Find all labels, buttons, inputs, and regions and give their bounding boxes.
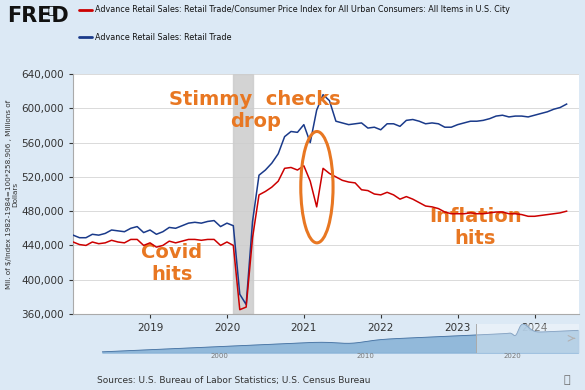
Text: Inflation
hits: Inflation hits <box>429 207 522 248</box>
Text: Stimmy  checks
drop: Stimmy checks drop <box>170 90 341 131</box>
Bar <box>476 324 579 353</box>
Text: Advance Retail Sales: Retail Trade: Advance Retail Sales: Retail Trade <box>95 33 231 42</box>
Text: FRED: FRED <box>7 6 69 27</box>
Bar <box>233 74 253 314</box>
Text: ⛶: ⛶ <box>564 375 570 385</box>
Text: Sources: U.S. Bureau of Labor Statistics; U.S. Census Bureau: Sources: U.S. Bureau of Labor Statistics… <box>97 376 371 385</box>
Text: Advance Retail Sales: Retail Trade/Consumer Price Index for All Urban Consumers:: Advance Retail Sales: Retail Trade/Consu… <box>95 5 510 14</box>
Text: 📈: 📈 <box>48 6 54 16</box>
Text: 2020: 2020 <box>503 353 521 359</box>
Y-axis label: Mil. of $/Index 1982-1984=100*258.906 , Millions of
Dollars: Mil. of $/Index 1982-1984=100*258.906 , … <box>6 99 19 289</box>
Text: 2010: 2010 <box>357 353 375 359</box>
Text: Covid
hits: Covid hits <box>141 243 202 284</box>
Text: 2000: 2000 <box>211 353 228 359</box>
